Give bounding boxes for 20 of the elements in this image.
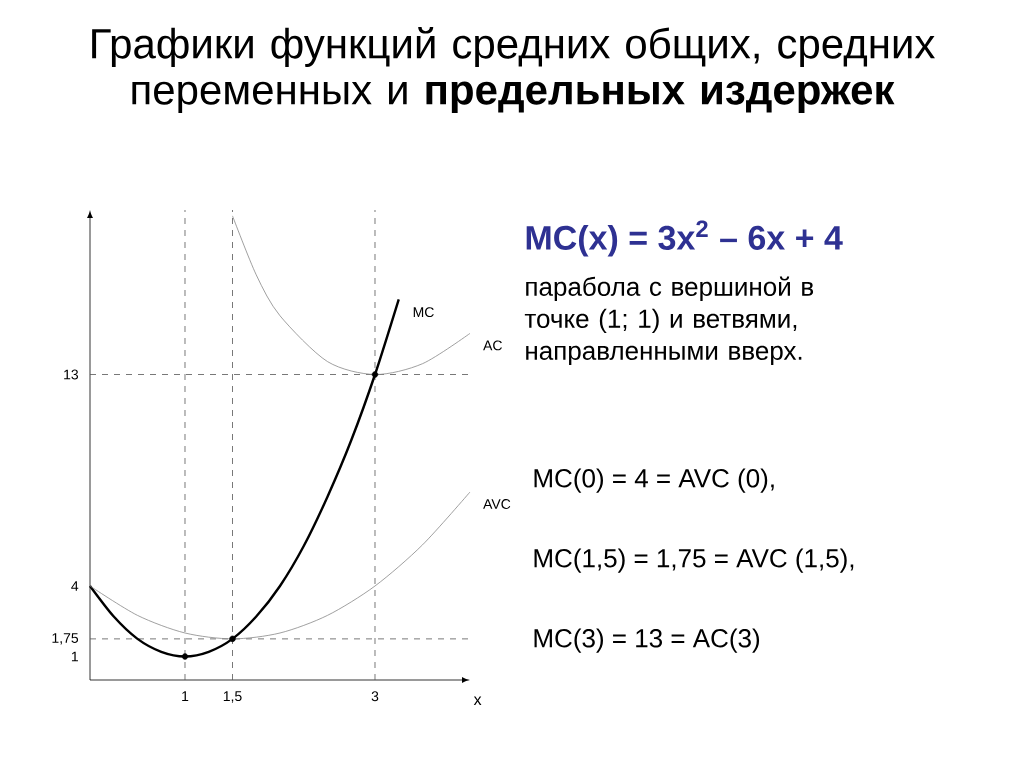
text: MC(3) = 13 = AC(3) [534,628,760,653]
point [181,653,189,660]
series-label: AC [483,340,502,351]
y-tick-label: 4 [71,581,79,591]
x-tick-label: 1,5 [223,691,242,703]
y-tick-label: 13 [64,369,79,380]
text: MC(x) = 3x$^{2}$ – 6x + 4 [526,220,843,257]
y-tick-label: 1,75 [52,633,79,645]
chart-title: Графики функций средних общих, средних переменных и предельных издержек [92,27,935,113]
point [229,635,236,643]
series-label: MC [413,307,434,318]
text: MC(1,5) = 1,75 = AVC (1,5), [534,548,854,573]
text: парабола с вершиной в точке (1; 1) и ветвями, направленными вверх. [524,276,814,366]
point [371,371,379,378]
x-tick-label: 1 [182,691,189,701]
y-tick-label: 1 [71,651,78,662]
text: MC(0) = 4 = AVC (0), [534,468,774,493]
x-tick-label: 3 [371,691,379,702]
x-axis-title: x [473,696,482,705]
series-label: AVC [483,499,511,509]
